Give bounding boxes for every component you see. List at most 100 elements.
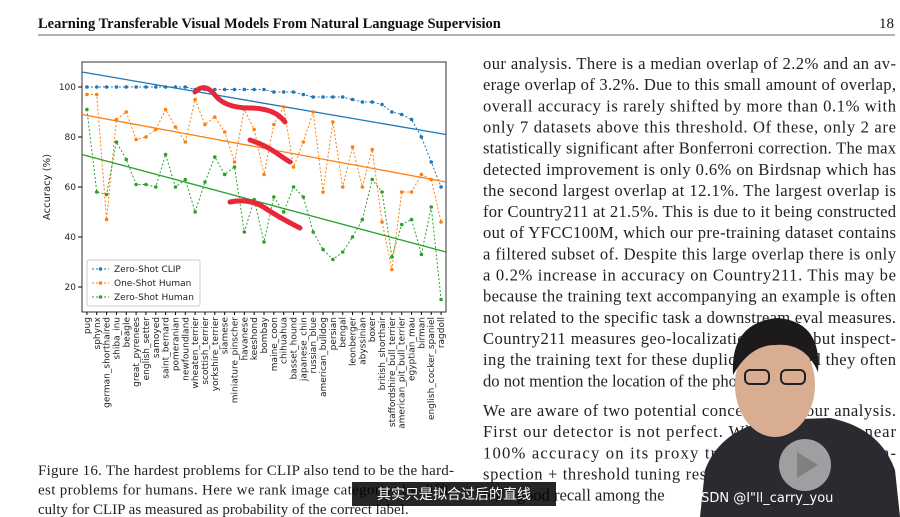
data-point [380,220,384,224]
data-point [124,157,129,162]
x-tick-label: maine_coon [270,317,280,371]
data-point [419,252,424,257]
data-point [252,87,256,92]
paragraph-line: a filtered subset of. Despite this large… [483,244,897,263]
data-point [419,172,424,177]
data-point [311,230,315,234]
data-point [203,180,207,184]
presenter-face [735,333,815,437]
data-point [144,85,148,89]
paragraph-line: out of YFCC100M, which our pre-training … [483,223,896,242]
y-axis-label: Accuracy (%) [42,154,53,220]
red-stroke [192,85,288,125]
data-point [213,115,217,119]
x-tick-label: siamese [221,317,231,355]
data-point [173,185,178,189]
x-tick-label: yorkshire_terrier [211,317,221,392]
data-point [222,172,227,177]
data-point [370,100,375,104]
data-point [232,165,237,169]
data-point [380,190,384,194]
x-tick-label: pug [83,317,93,334]
data-point [360,217,365,222]
data-point [321,247,325,252]
paragraph-line: ing the training text for these duplicat… [483,350,897,369]
data-point [350,145,355,149]
trend-line [81,71,447,136]
data-point [291,90,296,94]
y-tick-label: 80 [65,133,77,143]
data-point [409,190,414,194]
data-point [262,87,266,92]
legend-label: One-Shot Human [114,279,191,289]
red-stroke [247,137,293,165]
data-point [429,160,434,164]
data-point [380,102,384,107]
legend-label: Zero-Shot Human [114,293,194,303]
data-point [301,195,306,199]
paragraph-line: Country211 measures geo-localization abi… [483,329,896,348]
data-point [439,220,443,224]
x-tick-label: boxer [368,317,378,343]
header-title: Learning Transferable Visual Models From… [38,16,501,32]
data-point [242,87,247,92]
x-tick-label: shiba_inu [112,317,122,360]
data-point [281,210,286,214]
x-tick-label: german_shorthaired [103,317,113,408]
data-point [144,182,148,187]
data-point [429,177,434,182]
x-tick-label: pomeranian [171,317,181,371]
data-point [183,177,188,182]
x-tick-label: chihuahua [280,317,290,364]
red-annotations [192,85,303,231]
y-tick-label: 40 [65,233,77,243]
data-point [291,165,296,169]
data-point [163,85,168,89]
data-point [262,240,266,244]
x-tick-label: persian [329,317,339,350]
paragraph-line: statistically significant after Bonferro… [483,139,897,158]
data-point [134,85,138,89]
paragraph-line: because the training text accompanying a… [483,287,897,306]
play-icon [797,452,818,478]
data-point [409,217,414,222]
paragraph-line: overall accuracy is rarely shifted by mo… [483,96,897,115]
x-tick-label: beagle [122,317,132,348]
data-point [399,112,404,117]
data-point [104,217,109,222]
y-tick-label: 100 [59,83,76,93]
x-tick-label: english_setter [142,317,152,381]
legend-marker [98,267,103,271]
data-point [222,130,227,134]
data-point [104,192,109,197]
subtitle-bg [352,482,556,506]
x-tick-label: japanese_chin [299,317,309,382]
data-point [153,127,158,132]
data-point [350,235,355,239]
data-point [331,257,335,262]
data-point [390,255,394,259]
data-point [94,85,99,89]
caption-line: est problems for humans. Here we rank im… [38,483,454,499]
data-point [85,107,89,112]
paragraph-line: our analysis. There is a median overlap … [483,54,896,73]
data-point [163,107,168,112]
caption-line: Figure 16. The hardest problems for CLIP… [38,463,454,479]
presenter-hair [732,318,819,375]
data-point [222,87,227,92]
x-tick-label: abyssinian [358,317,368,365]
data-point [291,185,296,189]
data-point [301,92,306,97]
data-point [183,85,188,89]
data-point [114,117,119,122]
data-point [144,135,148,139]
data-point [331,95,335,99]
data-point [331,120,335,124]
x-tick-label: basset_hound [290,317,300,380]
data-point [419,135,424,139]
x-tick-label: samoyed [152,317,162,358]
x-tick-label: miniature_pinscher [230,317,240,404]
x-tick-label: bengal [339,317,349,348]
paragraph-line: not related to the specific task a downs… [483,308,896,327]
